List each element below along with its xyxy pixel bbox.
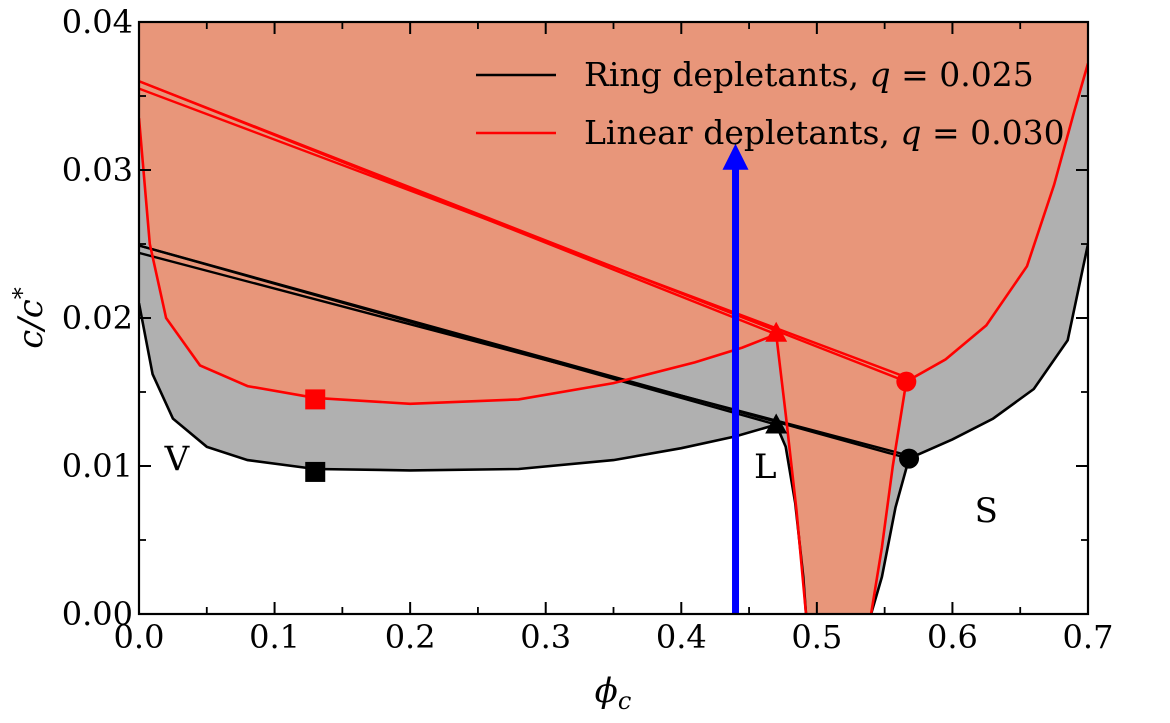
x-tick-label: 0.2: [385, 618, 436, 656]
arrow-layer: [722, 143, 749, 614]
y-tick-label: 0.01: [62, 447, 133, 485]
region-label-s: S: [975, 491, 998, 531]
ring-tie-line-3: [139, 244, 777, 426]
y-tick-label: 0.02: [62, 299, 133, 337]
x-tick-label: 0.3: [520, 618, 571, 656]
ring-legend-label: Ring depletants, q = 0.025: [584, 55, 1034, 94]
x-tick-label: 0.1: [249, 618, 300, 656]
linear-legend-label: Linear depletants, q = 0.030: [584, 113, 1065, 152]
x-axis-title: ϕc: [595, 671, 632, 715]
y-tick-label: 0.04: [62, 3, 133, 41]
x-tick-label: 0.4: [656, 618, 707, 656]
axis-ticks: [138, 21, 1089, 615]
linear-circle-marker: [896, 371, 917, 392]
critical-markers: [305, 321, 920, 482]
ring-triangle-marker: [765, 413, 788, 434]
region-label-l: L: [754, 447, 777, 487]
y-tick-label: 0.03: [62, 151, 133, 189]
region-label-v: V: [164, 439, 191, 479]
linear-tie-line-3: [139, 80, 777, 336]
linear-coexistence-region: [139, 22, 1088, 614]
linear-triangle-marker: [765, 321, 788, 342]
x-tick-label: 0.6: [927, 618, 978, 656]
x-tick-label: 0.7: [1063, 618, 1114, 656]
y-tick-label: 0.00: [62, 595, 133, 633]
x-tick-label: 0.0: [114, 618, 165, 656]
ring-fluid-binodal: [139, 302, 808, 614]
y-axis-title: c/c*: [8, 287, 51, 349]
region-labels: V L S: [164, 439, 998, 531]
linear-square-marker: [305, 389, 326, 410]
ring-square-marker: [305, 461, 326, 482]
legend: Ring depletants, q = 0.025 Linear depleta…: [476, 55, 1065, 152]
phase-regions: [139, 22, 1088, 614]
linear-solid-binodal: [869, 63, 1088, 614]
ring-solid-binodal: [869, 243, 1088, 614]
ring-circle-marker: [899, 448, 920, 469]
tick-labels: 0.0 0.1 0.2 0.3 0.4 0.5 0.6 0.7 0.00 0.01 0.02 0.03…: [62, 3, 1114, 656]
arrow-head: [722, 143, 749, 170]
linear-fluid-binodal: [139, 118, 808, 614]
x-tick-label: 0.5: [791, 618, 842, 656]
